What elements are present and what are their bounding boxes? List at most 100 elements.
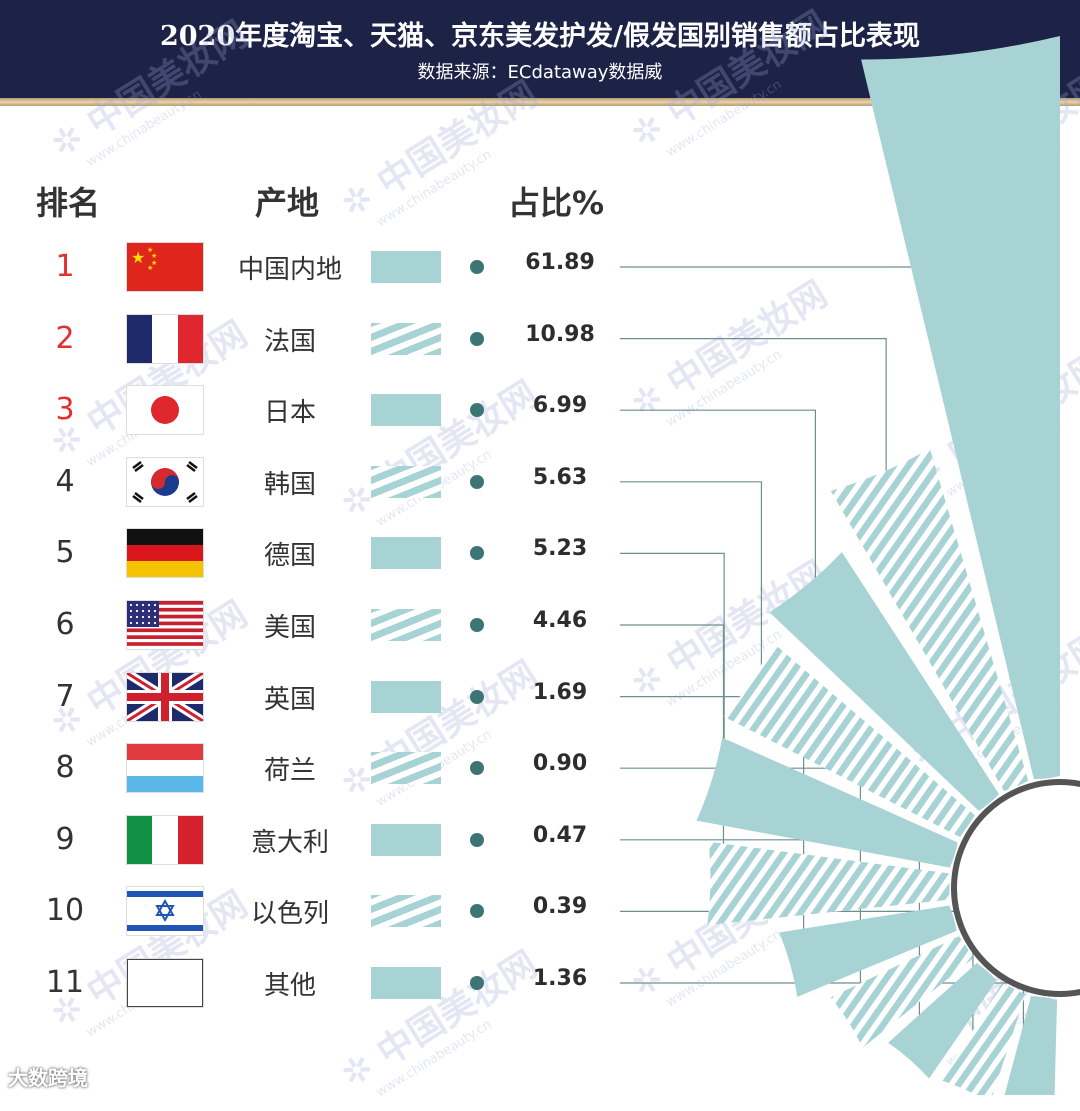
leader-dot [470,403,484,418]
header-border [0,98,1080,106]
rank-number: 7 [55,678,75,714]
origin-label: 其他 [263,971,316,1001]
radial-bar-israel [941,983,1026,1095]
legend-swatch [371,680,441,713]
flag-israel-icon [126,886,204,937]
origin-column-header: 产地 [255,184,320,222]
flag-italy-icon [126,814,204,865]
table-row: 4 韩国 5.63 [0,452,620,512]
leader-dot [470,474,484,489]
chart-title: 2020年度淘宝、天猫、京东美发护发/假发国别销售额占比表现 [159,21,920,52]
leader-dot [470,904,484,919]
origin-label: 韩国 [263,469,316,500]
brand-logo: 大数跨境 [8,1066,88,1090]
radial-bar-italy [888,962,997,1079]
origin-label: 英国 [263,684,316,715]
share-value: 0.47 [532,822,588,848]
radial-bar-netherlands [830,936,973,1048]
share-value: 61.89 [525,250,595,275]
svg-text:★: ★ [151,259,157,267]
rank-number: 1 [55,249,75,284]
radial-bar-germany [696,737,958,868]
leader-dot [470,331,484,346]
origin-label: 荷兰 [263,756,316,787]
share-value: 4.46 [532,608,588,633]
table-row: 10 以色列 0.39 [0,881,620,941]
origin-label: 法国 [263,326,316,357]
origin-label: 中国内地 [237,255,342,285]
flag-blank-icon [126,958,204,1008]
leader-dot [470,761,484,776]
legend-swatch [371,537,441,570]
origin-label: 意大利 [250,827,329,858]
svg-text:★: ★ [147,246,153,254]
leader-dot [470,689,484,704]
legend-swatch [371,609,441,641]
origin-label: 美国 [263,613,316,643]
leader-dot [470,976,484,990]
legend-swatch [371,823,441,856]
legend-swatch [371,322,441,355]
table-row: 1 ★ ★ ★ ★ ★ 中国内地 61.89 [0,237,620,297]
share-value: 10.98 [525,321,595,347]
flag-china-icon: ★ ★ ★ ★ ★ [126,242,204,292]
legend-swatch [371,967,441,999]
flag-japan-icon [126,385,204,436]
flag-usa-icon [126,600,204,650]
radial-bar-korea [724,643,975,838]
chart-hub-ring [951,779,1080,997]
svg-text:★: ★ [131,248,145,267]
flag-france-icon [126,313,204,364]
legend-swatch [371,251,441,283]
rank-number: 11 [45,965,85,1000]
rank-number: 3 [55,392,75,428]
chart-hub [954,782,1080,994]
share-value: 1.69 [532,679,588,705]
rank-column-header: 排名 [36,184,101,222]
rank-number: 5 [55,535,75,571]
share-value: 6.99 [532,393,588,419]
legend-swatch [371,752,441,785]
origin-label: 日本 [263,398,316,429]
flag-uk-icon [126,671,204,722]
rank-number: 10 [45,893,85,929]
table-row: 9 意大利 0.47 [0,810,620,870]
flag-korea-icon [126,456,204,507]
legend-swatch [371,465,441,498]
share-value: 5.63 [532,464,588,490]
rank-number: 6 [55,607,75,642]
share-column-header: 占比% [508,184,605,222]
leader-dot [470,832,484,847]
table-row: 2 法国 10.98 [0,309,620,369]
rank-number: 2 [55,320,75,356]
radial-bar-china [861,36,1060,780]
radial-bar-uk [779,905,957,997]
flag-germany-icon [126,528,204,579]
table-row: 7 英国 1.69 [0,667,620,727]
origin-label: 以色列 [250,899,329,930]
share-value: 0.39 [532,894,588,920]
origin-label: 德国 [263,541,316,572]
legend-swatch [371,394,441,427]
share-value: 0.90 [532,751,588,777]
leader-line [620,338,887,484]
svg-text:★: ★ [151,252,157,260]
table-row: 11 其他 1.36 [0,953,620,1013]
rank-number: 9 [55,821,75,857]
leader-line [620,624,725,884]
leader-line [620,409,816,594]
leader-dot [470,618,484,632]
rank-number: 4 [55,463,75,499]
leader-dot [470,546,484,561]
rank-number: 8 [55,750,75,786]
leader-line [620,552,725,784]
data-source: 数据来源：ECdataway数据威 [417,62,663,83]
leader-dot [470,260,484,274]
svg-text:★: ★ [147,264,153,272]
legend-swatch [371,895,441,928]
flag-netherlands-icon [126,743,204,794]
table-row: 8 荷兰 0.90 [0,738,620,798]
share-value: 1.36 [532,966,588,991]
table-row: 5 德国 5.23 [0,523,620,583]
